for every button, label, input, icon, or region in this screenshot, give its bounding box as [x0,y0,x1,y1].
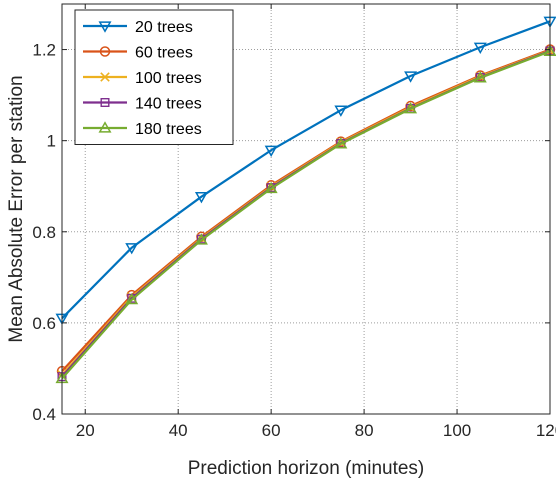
data-point [473,42,487,54]
x-tick-label: 120 [536,421,556,440]
series-0 [55,16,556,326]
series-line [61,50,551,380]
legend-label: 140 trees [135,96,202,113]
y-tick-label: 0.4 [32,405,56,424]
data-point [264,181,278,194]
y-tick-label: 0.8 [32,223,56,242]
legend-entry: 180 trees [83,121,202,138]
legend-label: 100 trees [135,70,202,87]
x-tick-label: 20 [76,421,95,440]
data-point [194,192,208,204]
legend-label: 180 trees [135,121,202,138]
legend-label: 60 trees [135,45,193,62]
ticks: 20 40 60 80 100 120 0.4 0.6 0.8 1 1.2 [32,4,556,440]
legend-label: 20 trees [135,19,193,36]
legend-entry: 100 trees [83,70,202,87]
legend-entry: 60 trees [83,45,193,62]
legend-entry: 20 trees [83,19,193,36]
x-tick-label: 60 [262,421,281,440]
legend-marker [99,46,111,57]
data-point [264,145,278,157]
legend-entry: 140 trees [83,96,202,113]
legend-marker [100,97,110,107]
y-tick-label: 1.2 [32,41,56,60]
x-tick-label: 80 [355,421,374,440]
y-axis-label: Mean Absolute Error per station [6,75,27,342]
data-point [404,71,418,83]
data-point [194,233,208,245]
legend-marker [98,121,112,133]
data-point [334,105,348,117]
data-point [334,137,348,149]
plot-frame [61,3,551,415]
series-line [61,20,551,320]
x-marker-stroke [100,72,110,82]
data-point [473,71,487,83]
x-axis-label: Prediction horizon (minutes) [188,458,425,479]
legend-marker [100,72,110,82]
y-tick-label: 0.6 [32,314,56,333]
legend: 20 trees 60 trees 100 trees 140 trees 180 tr… [74,9,234,145]
data-point [125,243,139,255]
data-point [125,292,139,305]
x-tick-label: 100 [443,421,471,440]
legend-marker [98,21,112,33]
series-group [55,16,556,384]
series-4 [55,44,556,384]
y-tick-label: 1 [47,132,56,151]
data-point [404,102,418,114]
x-tick-label: 40 [169,421,188,440]
